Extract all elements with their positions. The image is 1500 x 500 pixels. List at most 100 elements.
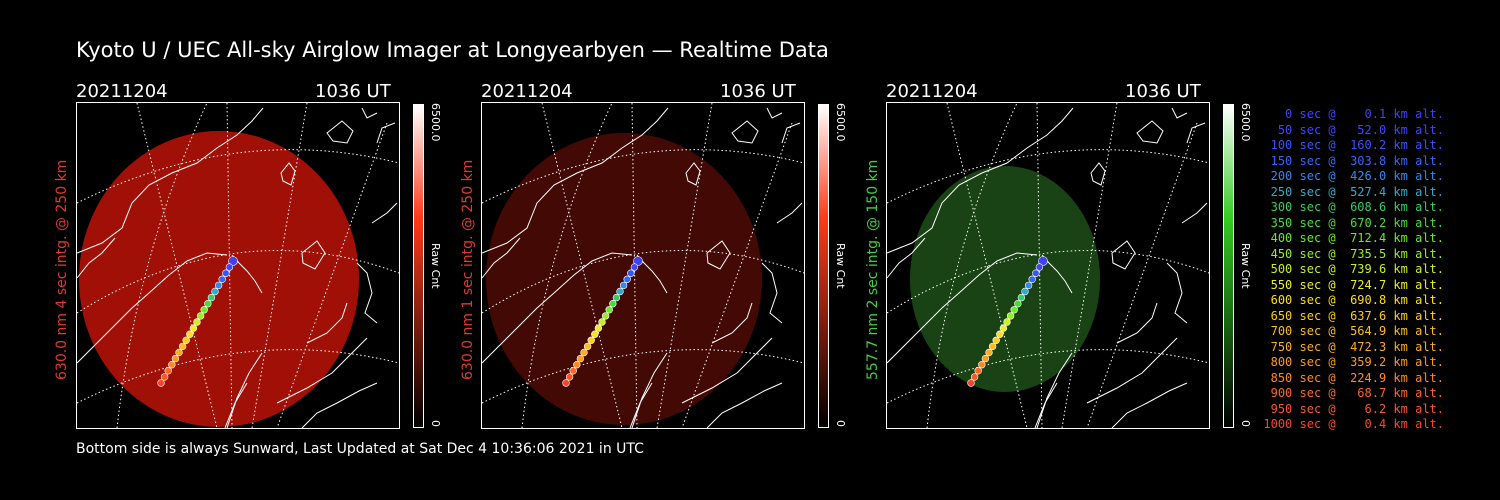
legend-row: 100 sec @ 160.2 km alt. <box>1263 138 1444 152</box>
panel-3-colorbar <box>1223 104 1234 428</box>
coastline <box>1136 120 1164 144</box>
grid-line <box>887 349 1209 404</box>
panel-2-colorbar-min: 0 <box>834 420 847 427</box>
coastline <box>356 262 378 324</box>
legend-row: 200 sec @ 426.0 km alt. <box>1263 169 1444 183</box>
trajectory-point <box>171 354 180 363</box>
trajectory-point <box>1010 306 1018 314</box>
panel-1-time: 1036 UT <box>315 81 391 102</box>
coastline <box>887 237 926 279</box>
grid-line <box>482 250 804 314</box>
grid-line <box>482 149 804 204</box>
coastline <box>376 122 396 144</box>
trajectory-point <box>1006 312 1015 320</box>
coastline <box>1111 382 1188 428</box>
coastline <box>1090 162 1106 186</box>
trajectory-point <box>601 312 610 320</box>
trajectory-point <box>612 293 621 302</box>
trajectory-point <box>1017 293 1026 302</box>
coastline <box>1116 302 1158 344</box>
coastline <box>706 382 783 428</box>
coastline <box>1111 240 1136 270</box>
legend-row: 600 sec @ 690.8 km alt. <box>1263 293 1444 307</box>
legend-row: 950 sec @ 6.2 km alt. <box>1263 401 1444 416</box>
panel-1-map <box>77 103 399 428</box>
page-title: Kyoto U / UEC All-sky Airglow Imager at … <box>76 38 829 62</box>
trajectory-point <box>1035 263 1044 271</box>
coastline <box>685 162 701 186</box>
trajectory-point <box>981 354 990 363</box>
panel-2-date: 20211204 <box>481 81 573 102</box>
coastline <box>1036 352 1073 428</box>
trajectory-point <box>1003 318 1011 326</box>
panel-1-wavelength-label: 630.0 nm 4 sec intg. @ 250 km <box>54 159 70 380</box>
trajectory-point <box>623 275 631 284</box>
panel-3-colorbar-unit: Raw Cnt <box>1239 243 1252 289</box>
panel-3-sky-image <box>886 102 1210 429</box>
coastline <box>361 107 378 119</box>
legend-row: 900 sec @ 68.7 km alt. <box>1263 386 1444 400</box>
trajectory-point <box>204 300 212 308</box>
trajectory-point <box>160 373 169 381</box>
trajectory-point <box>988 342 997 351</box>
footer-note: Bottom side is always Sunward, Last Upda… <box>76 441 644 457</box>
legend-row: 850 sec @ 224.9 km alt. <box>1263 370 1444 385</box>
grid-line <box>251 103 308 428</box>
trajectory-point <box>1032 269 1040 277</box>
grid-line <box>116 103 208 428</box>
panel-2-map <box>482 103 804 428</box>
trajectory-point <box>633 256 643 266</box>
legend-row: 750 sec @ 472.3 km alt. <box>1263 339 1444 354</box>
grid-line <box>77 349 399 404</box>
trajectory-point <box>164 367 172 375</box>
grid-line <box>887 250 1209 314</box>
panel-2-sky-image <box>481 102 805 429</box>
trajectory-point <box>605 306 613 314</box>
panel-2-colorbar <box>818 104 829 428</box>
coastline <box>1186 122 1206 144</box>
trajectory-point <box>182 336 190 345</box>
trajectory-point <box>196 312 205 320</box>
panel-1-colorbar-max: 6500.0 <box>429 103 442 142</box>
legend-row: 1000 sec @ 0.4 km alt. <box>1263 417 1444 431</box>
coastline <box>482 252 633 364</box>
panel-2-time: 1036 UT <box>720 81 796 102</box>
trajectory-point <box>211 287 219 296</box>
panel-1-sky-image <box>76 102 400 429</box>
coastline <box>681 337 773 404</box>
airglow-region <box>910 166 1100 392</box>
legend-row: 150 sec @ 303.8 km alt. <box>1263 153 1444 168</box>
trajectory-point <box>565 373 574 381</box>
trajectory-point <box>1021 287 1029 296</box>
legend-row: 700 sec @ 564.9 km alt. <box>1263 324 1444 338</box>
trajectory-point <box>569 367 577 375</box>
trajectory-point <box>193 318 201 326</box>
trajectory-point <box>576 354 585 363</box>
trajectory-point <box>228 256 238 266</box>
coastline <box>306 302 348 344</box>
panel-1-colorbar-min: 0 <box>429 420 442 427</box>
trajectory-point <box>985 348 993 357</box>
coastline <box>1166 262 1188 324</box>
trajectory-point <box>619 281 628 290</box>
trajectory-point <box>200 306 208 314</box>
coastline <box>731 120 759 144</box>
trajectory-point <box>207 293 216 302</box>
legend-row: 350 sec @ 670.2 km alt. <box>1263 215 1444 230</box>
grid-line <box>1061 103 1118 428</box>
legend-row: 0 sec @ 0.1 km alt. <box>1263 107 1444 121</box>
trajectory-point <box>222 269 230 277</box>
trajectory-point <box>175 348 183 357</box>
trajectory-point <box>587 336 595 345</box>
trajectory-point <box>214 281 223 290</box>
coastline <box>1181 202 1208 224</box>
trajectory-point <box>996 330 1004 338</box>
trajectory-legend: 0 sec @ 0.1 km alt. 50 sec @ 52.0 km alt… <box>1262 107 1444 433</box>
coastline <box>776 202 803 224</box>
trajectory-point <box>630 263 639 271</box>
panel-1-colorbar <box>413 104 424 428</box>
coastline <box>1171 107 1188 119</box>
legend-row: 500 sec @ 739.6 km alt. <box>1263 262 1444 276</box>
coastline <box>887 107 1074 254</box>
trajectory-point <box>573 361 581 369</box>
